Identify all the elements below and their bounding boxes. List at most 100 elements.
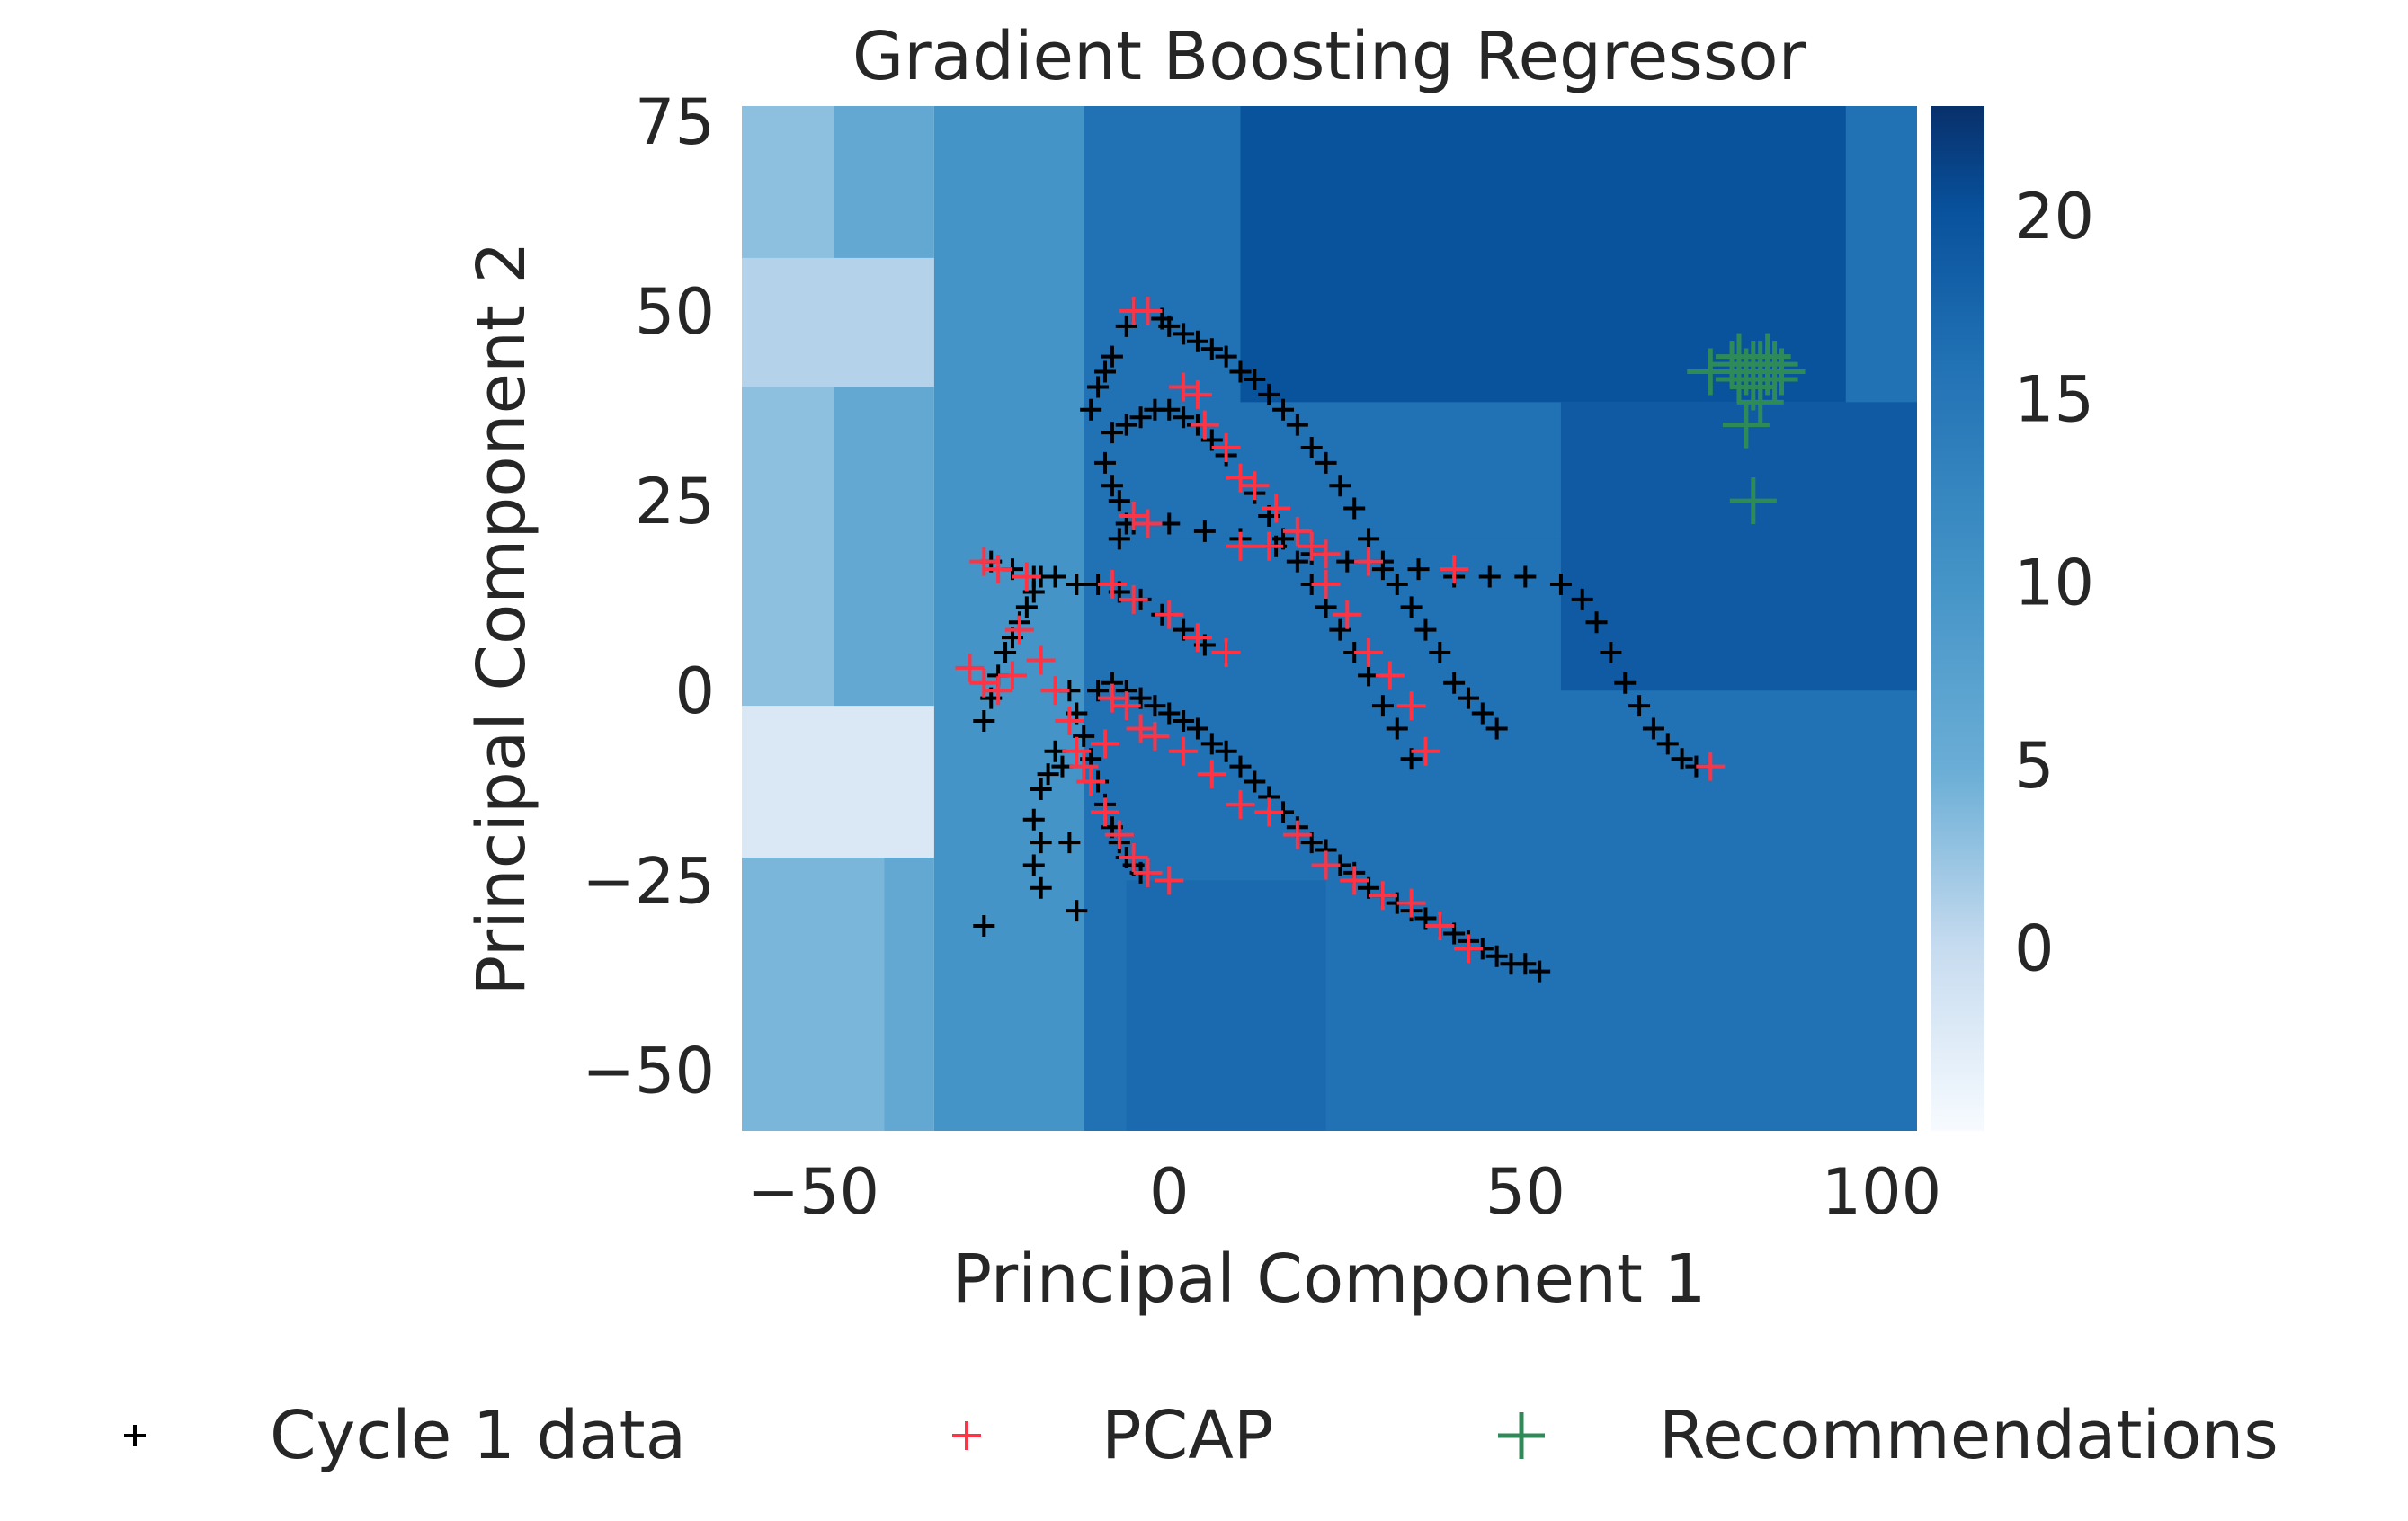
data-point [1015, 596, 1038, 618]
data-point [1571, 588, 1593, 610]
data-point [1101, 422, 1123, 444]
data-point [1333, 600, 1362, 629]
y-tick-label: −50 [582, 1034, 715, 1107]
data-point [1240, 471, 1270, 501]
data-point [1200, 338, 1223, 360]
data-point [1414, 618, 1437, 641]
data-point [1158, 315, 1181, 337]
data-point [1173, 406, 1195, 429]
data-point [1012, 562, 1041, 592]
data-point [984, 676, 1013, 706]
data-point [1215, 345, 1237, 368]
legend-label: Recommendations [1659, 1397, 2279, 1474]
data-point [1375, 661, 1405, 690]
data-point [1026, 645, 1056, 675]
data-point [1282, 820, 1312, 849]
data-point [1656, 733, 1679, 755]
colorbar: 20 15 10 5 0 [1931, 106, 2094, 1131]
data-point [1111, 691, 1141, 721]
data-point [994, 642, 1017, 663]
y-tick-label: 0 [674, 654, 715, 728]
heatmap-region [1126, 880, 1326, 1131]
y-tick-label: −25 [582, 844, 715, 918]
data-point [1244, 369, 1266, 390]
data-point [1396, 888, 1426, 918]
data-point [1069, 752, 1099, 781]
data-point [1158, 702, 1181, 725]
data-point [1282, 516, 1312, 546]
data-point [1386, 717, 1408, 740]
data-point [1258, 383, 1280, 405]
data-point [1729, 477, 1777, 525]
x-tick-label: 0 [1149, 1155, 1190, 1229]
y-tick-label: 50 [635, 275, 715, 349]
data-point [1062, 736, 1092, 766]
data-point [1022, 581, 1045, 603]
data-point [1514, 953, 1537, 975]
data-point [1514, 565, 1537, 588]
data-point [1186, 330, 1208, 352]
data-point [1101, 475, 1123, 497]
series-recommendations [1687, 333, 1806, 525]
data-point [1155, 866, 1184, 895]
data-point [1358, 528, 1380, 550]
data-point [1371, 695, 1394, 717]
colorbar-gradient [1931, 106, 1984, 1131]
data-point [1055, 707, 1084, 735]
data-point [1190, 410, 1219, 440]
data-point [1090, 729, 1119, 759]
data-point [998, 661, 1028, 690]
data-point [1443, 672, 1466, 694]
data-point [1115, 414, 1137, 436]
data-point [1329, 618, 1351, 641]
data-point [1155, 600, 1184, 629]
data-point [1715, 333, 1762, 380]
data-point [1173, 710, 1195, 732]
data-point [1340, 866, 1369, 895]
data-point [1169, 372, 1199, 402]
data-point [1736, 341, 1784, 388]
data-point [1226, 531, 1255, 561]
data-point [1087, 376, 1110, 398]
x-tick-label: 50 [1485, 1155, 1565, 1229]
data-point [1037, 763, 1059, 786]
data-point [1158, 398, 1181, 421]
data-point [1186, 717, 1208, 740]
data-point [1457, 687, 1479, 709]
data-point [1211, 638, 1241, 667]
heatmap-region [742, 706, 934, 858]
data-point [1226, 463, 1255, 493]
data-point [1343, 497, 1366, 520]
data-point [1076, 767, 1106, 796]
data-point [1097, 570, 1127, 599]
data-point [1311, 539, 1341, 569]
data-point [1173, 323, 1195, 345]
data-point [1425, 912, 1455, 940]
data-point [1585, 611, 1608, 634]
data-point [1440, 555, 1469, 584]
data-point [1354, 547, 1384, 576]
legend-marker [1498, 1412, 1545, 1459]
heatmap-region [1560, 402, 1917, 691]
data-point [1628, 695, 1651, 717]
data-point [1311, 850, 1341, 880]
data-point [1133, 509, 1163, 538]
heatmap-region [742, 257, 934, 387]
data-point [1169, 736, 1199, 766]
data-point [1485, 717, 1508, 740]
data-point [1485, 945, 1508, 967]
chart-title: Gradient Boosting Regressor [852, 18, 1806, 95]
data-point [969, 668, 999, 698]
data-point [1696, 752, 1726, 781]
data-point [1244, 770, 1266, 793]
data-point [1549, 574, 1572, 595]
data-point [1022, 854, 1045, 876]
data-point [1453, 934, 1483, 964]
colorbar-ticks: 20 15 10 5 0 [2014, 180, 2094, 985]
data-point [1311, 570, 1341, 599]
data-point [1286, 550, 1308, 573]
colorbar-tick-label: 5 [2014, 729, 2055, 803]
data-point [1211, 433, 1241, 462]
data-point [1182, 623, 1212, 653]
